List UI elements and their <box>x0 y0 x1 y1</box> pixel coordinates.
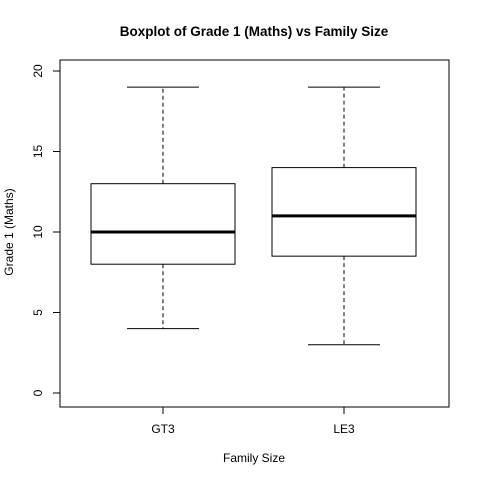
y-tick-label-3: 15 <box>31 145 45 159</box>
y-tick-label-4: 20 <box>31 64 45 78</box>
x-axis: GT3 LE3 <box>151 406 355 436</box>
iqr-box-gt3 <box>90 183 236 265</box>
chart-title: Boxplot of Grade 1 (Maths) vs Family Siz… <box>120 24 389 39</box>
y-tick-label-1: 5 <box>31 309 45 316</box>
y-tick-label-0: 0 <box>31 389 45 396</box>
y-axis: 0 5 10 15 20 <box>31 64 61 396</box>
box-le3 <box>271 86 417 346</box>
x-axis-label: Family Size <box>223 451 285 465</box>
iqr-box-le3 <box>271 167 417 257</box>
y-tick-label-2: 10 <box>31 225 45 239</box>
x-tick-label-le3: LE3 <box>333 422 355 436</box>
box-gt3 <box>90 86 236 330</box>
boxes-group <box>90 86 417 346</box>
y-axis-label: Grade 1 (Maths) <box>2 188 16 275</box>
x-tick-label-gt3: GT3 <box>151 422 175 436</box>
